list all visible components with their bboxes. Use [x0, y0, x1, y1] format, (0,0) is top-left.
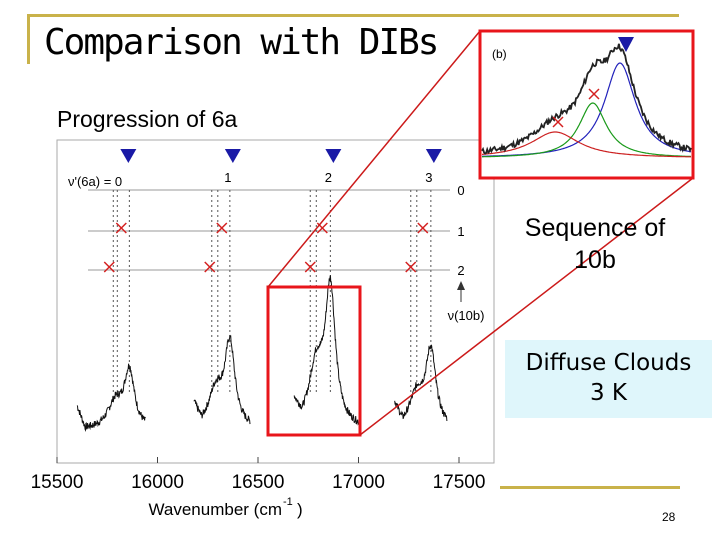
slide-title: Comparison with DIBs	[44, 22, 439, 63]
progression-number: 1	[224, 170, 231, 185]
level-arrow-head	[457, 281, 465, 290]
x-tick-label: 17500	[433, 472, 486, 493]
spectrum-segment	[193, 334, 251, 425]
level-label: 1	[457, 224, 464, 239]
highlight-box	[266, 285, 362, 437]
assignment-cross	[417, 222, 429, 234]
level-label: 0	[457, 183, 464, 198]
diffuse-line-1: Diffuse Clouds	[525, 350, 692, 376]
progression-marker	[120, 149, 137, 163]
page-number: 28	[662, 510, 676, 524]
sequence-axis-label: ν(10b)	[448, 308, 485, 323]
assignment-cross	[304, 261, 316, 273]
x-axis-label: Wavenumber (cm	[148, 500, 282, 519]
progression-label: ν'(6a) = 0	[68, 174, 122, 189]
spectrum-segment	[394, 344, 448, 422]
assignment-cross	[115, 222, 127, 234]
progression-marker	[325, 149, 342, 163]
spectrum-segment	[293, 275, 359, 426]
bottom-rule	[500, 486, 680, 489]
inset-cross	[588, 88, 600, 100]
x-axis: 15500 16000 16500 17000 17500	[31, 457, 486, 493]
x-axis-label-sup: -1	[283, 496, 293, 508]
diffuse-clouds-box: Diffuse Clouds 3 K	[505, 340, 712, 418]
inset-cross	[552, 116, 564, 128]
inset-frame	[478, 29, 695, 180]
assignment-cross	[103, 261, 115, 273]
x-tick-label: 17000	[332, 472, 385, 493]
progression-number: 3	[425, 170, 432, 185]
main-plot: 0 1 2 ν(10b) ν'(6a) = 0 1 2 3	[68, 149, 485, 432]
title-top-rule	[27, 14, 679, 17]
spectrum-segment	[76, 363, 146, 432]
zoom-line-left	[267, 30, 481, 288]
x-tick-label: 16000	[131, 472, 184, 493]
assignment-cross	[216, 222, 228, 234]
assignment-cross	[405, 261, 417, 273]
inset-component	[481, 131, 691, 158]
zoom-line-right	[359, 177, 694, 436]
main-plot-frame	[56, 139, 495, 464]
diffuse-line-2: 3 K	[589, 380, 628, 406]
x-tick-label: 16500	[232, 472, 285, 493]
x-tick-label: 15500	[31, 472, 84, 493]
progression-marker	[224, 149, 241, 163]
inset-plot	[481, 37, 692, 158]
progression-marker	[425, 149, 442, 163]
sequence-label: Sequence of 10b	[524, 214, 666, 274]
level-label: 2	[457, 263, 464, 278]
title-left-rule	[27, 14, 30, 64]
inset-component	[482, 102, 692, 158]
assignment-cross	[204, 261, 216, 273]
inset-spectrum	[481, 43, 692, 155]
inset-panel-label: (b)	[492, 47, 507, 61]
progression-subtitle: Progression of 6a	[57, 106, 238, 132]
x-axis-label-tail: )	[297, 500, 303, 519]
inset-marker	[618, 37, 634, 52]
progression-number: 2	[325, 170, 332, 185]
